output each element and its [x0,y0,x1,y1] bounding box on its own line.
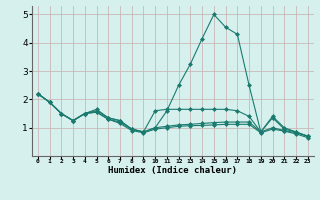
X-axis label: Humidex (Indice chaleur): Humidex (Indice chaleur) [108,166,237,175]
